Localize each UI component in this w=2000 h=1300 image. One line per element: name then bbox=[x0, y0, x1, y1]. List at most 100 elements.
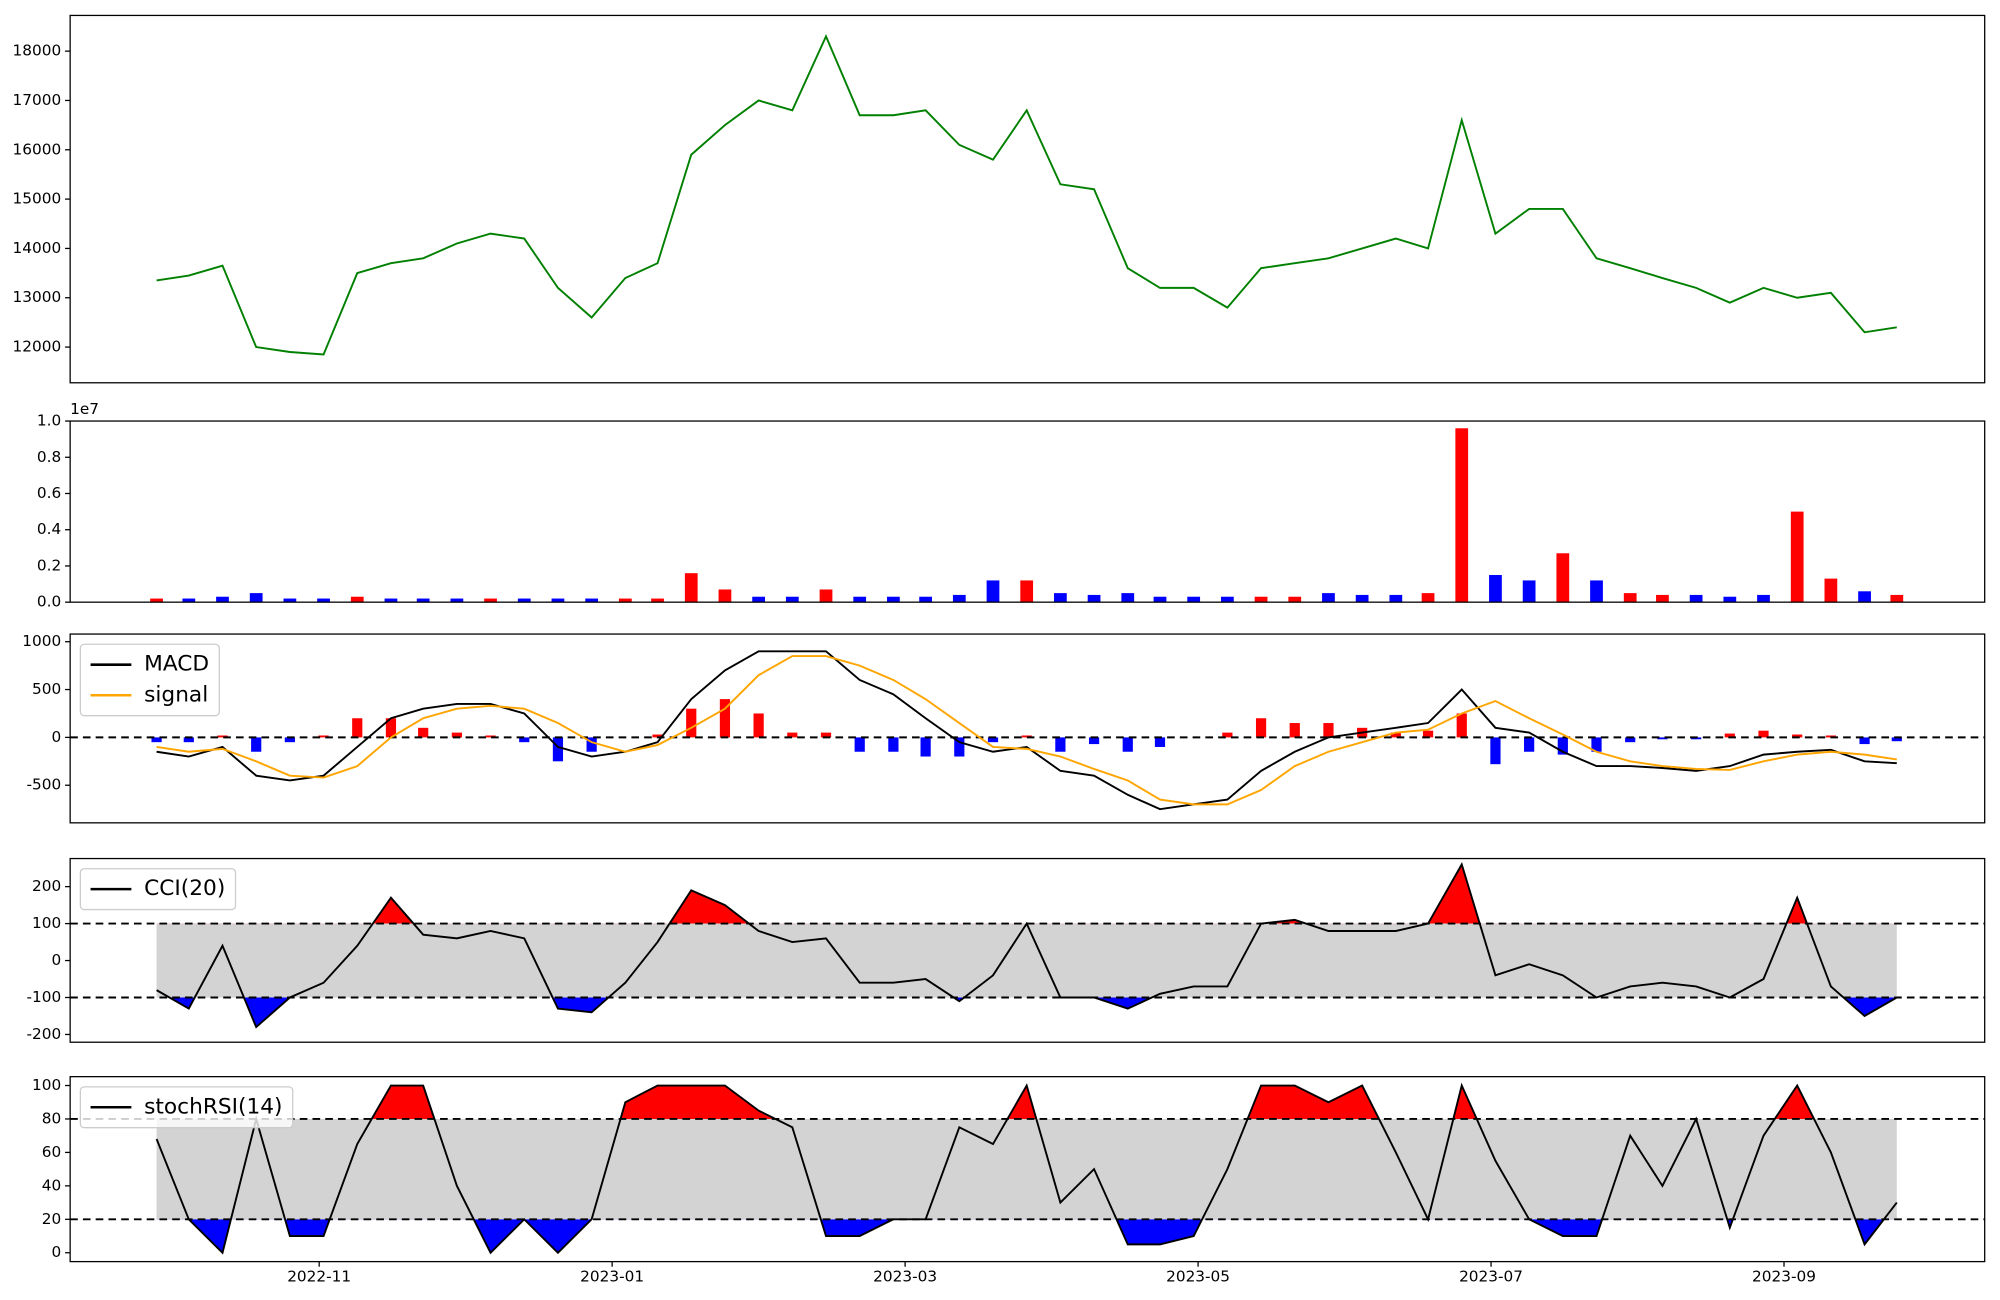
y-tick-label: 18000 bbox=[13, 42, 62, 60]
volume-bar bbox=[450, 598, 464, 603]
histogram-bar bbox=[787, 732, 798, 738]
histogram-bar bbox=[1456, 713, 1467, 738]
histogram-bar bbox=[1792, 734, 1803, 738]
volume-bar bbox=[150, 598, 163, 603]
volume-bar bbox=[1723, 596, 1737, 603]
histogram-bar bbox=[586, 737, 597, 752]
volume-bar bbox=[1322, 593, 1335, 603]
volume-bar bbox=[350, 596, 364, 603]
histogram-bar bbox=[820, 732, 832, 738]
volume-bar bbox=[1790, 511, 1804, 603]
histogram-bar bbox=[1289, 723, 1300, 738]
volume-bar bbox=[1020, 580, 1034, 603]
histogram-bar bbox=[753, 713, 764, 738]
y-tick-label: -100 bbox=[27, 988, 62, 1006]
y-tick-label: 13000 bbox=[13, 288, 62, 306]
neutral-band bbox=[156, 923, 1897, 998]
series-line bbox=[156, 862, 1898, 1029]
y-tick-label: 12000 bbox=[13, 338, 62, 356]
histogram-bar bbox=[987, 737, 999, 743]
histogram-bar bbox=[686, 708, 697, 738]
volume-bar bbox=[1355, 594, 1369, 603]
legend-box bbox=[79, 868, 237, 911]
volume-bar bbox=[551, 598, 565, 603]
y-tick-label: 0 bbox=[51, 951, 61, 969]
histogram-bar bbox=[1055, 737, 1066, 752]
y-tick-label: 100 bbox=[32, 914, 61, 932]
series-line bbox=[155, 1082, 1898, 1255]
y-tick-label: 0.2 bbox=[37, 556, 61, 574]
volume-bar bbox=[1556, 553, 1570, 603]
volume-bar bbox=[517, 598, 531, 603]
histogram-bar bbox=[552, 737, 564, 762]
axes-frame bbox=[69, 420, 1986, 603]
volume-bar bbox=[1522, 580, 1536, 603]
histogram-bar bbox=[485, 735, 496, 738]
histogram-bar bbox=[284, 737, 295, 743]
y-tick-label: 1000 bbox=[22, 632, 61, 650]
volume-bar bbox=[1656, 594, 1669, 603]
histogram-bar bbox=[318, 735, 329, 738]
y-tick-label: 0.4 bbox=[37, 520, 61, 538]
volume-bar bbox=[1689, 594, 1703, 603]
histogram-bar bbox=[1591, 737, 1602, 752]
y-tick-label: 60 bbox=[42, 1143, 61, 1161]
histogram-bar bbox=[519, 737, 530, 743]
volume-bar bbox=[1590, 580, 1603, 603]
legend-label: MACD bbox=[144, 652, 209, 677]
volume-bar bbox=[651, 598, 664, 603]
volume-bar bbox=[952, 594, 966, 603]
x-tick-label: 2023-01 bbox=[580, 1267, 644, 1285]
histogram-bar bbox=[451, 732, 462, 738]
y-tick-label: 100 bbox=[32, 1076, 61, 1094]
volume-bar bbox=[216, 596, 229, 603]
histogram-bar bbox=[1557, 737, 1568, 755]
x-tick-label: 2023-05 bbox=[1166, 1267, 1230, 1285]
volume-bar bbox=[853, 596, 867, 603]
volume-bar bbox=[887, 596, 900, 603]
volume-bar bbox=[1187, 596, 1201, 603]
histogram-bar bbox=[1758, 730, 1769, 738]
histogram-bar bbox=[385, 718, 397, 738]
histogram-bar bbox=[1657, 737, 1668, 740]
histogram-bar bbox=[1021, 735, 1032, 738]
histogram-bar bbox=[1524, 737, 1535, 752]
histogram-bar bbox=[183, 737, 194, 743]
volume-bar bbox=[249, 593, 263, 603]
volume-bar bbox=[785, 596, 799, 603]
legend: CCI(20) bbox=[79, 868, 237, 911]
volume-bar bbox=[1254, 596, 1268, 603]
series-line bbox=[156, 655, 1897, 806]
volume-bar bbox=[1153, 596, 1167, 603]
y-tick-label: 17000 bbox=[13, 91, 62, 109]
volume-bar bbox=[986, 580, 1000, 603]
volume-bar bbox=[819, 589, 833, 603]
y-tick-label: 0 bbox=[51, 1243, 61, 1261]
axes-frame bbox=[69, 1076, 1986, 1263]
histogram-bar bbox=[1390, 732, 1401, 738]
x-tick-label: 2022-11 bbox=[287, 1267, 351, 1285]
volume-bar bbox=[585, 598, 599, 603]
volume-bar bbox=[1389, 594, 1403, 603]
histogram-bar bbox=[719, 699, 731, 738]
axes-frame bbox=[69, 14, 1986, 384]
volume-bar bbox=[1824, 578, 1838, 603]
volume-bar bbox=[1288, 596, 1302, 603]
volume-bar bbox=[182, 598, 196, 603]
y-tick-label: 200 bbox=[32, 877, 61, 895]
axes-frame bbox=[69, 633, 1986, 824]
legend-box bbox=[79, 643, 220, 717]
histogram-bar bbox=[1422, 730, 1434, 738]
volume-bar bbox=[317, 598, 330, 603]
volume-bar bbox=[1121, 593, 1135, 603]
histogram-bar bbox=[1255, 718, 1267, 738]
y-tick-label: 16000 bbox=[13, 140, 62, 158]
histogram-bar bbox=[1724, 733, 1735, 738]
volume-bar bbox=[1087, 594, 1101, 603]
x-tick-label: 2023-09 bbox=[1752, 1267, 1816, 1285]
x-tick-label: 2023-07 bbox=[1459, 1267, 1523, 1285]
histogram-bar bbox=[217, 735, 228, 738]
y-tick-label: 15000 bbox=[13, 190, 62, 208]
volume-bar bbox=[684, 573, 698, 603]
